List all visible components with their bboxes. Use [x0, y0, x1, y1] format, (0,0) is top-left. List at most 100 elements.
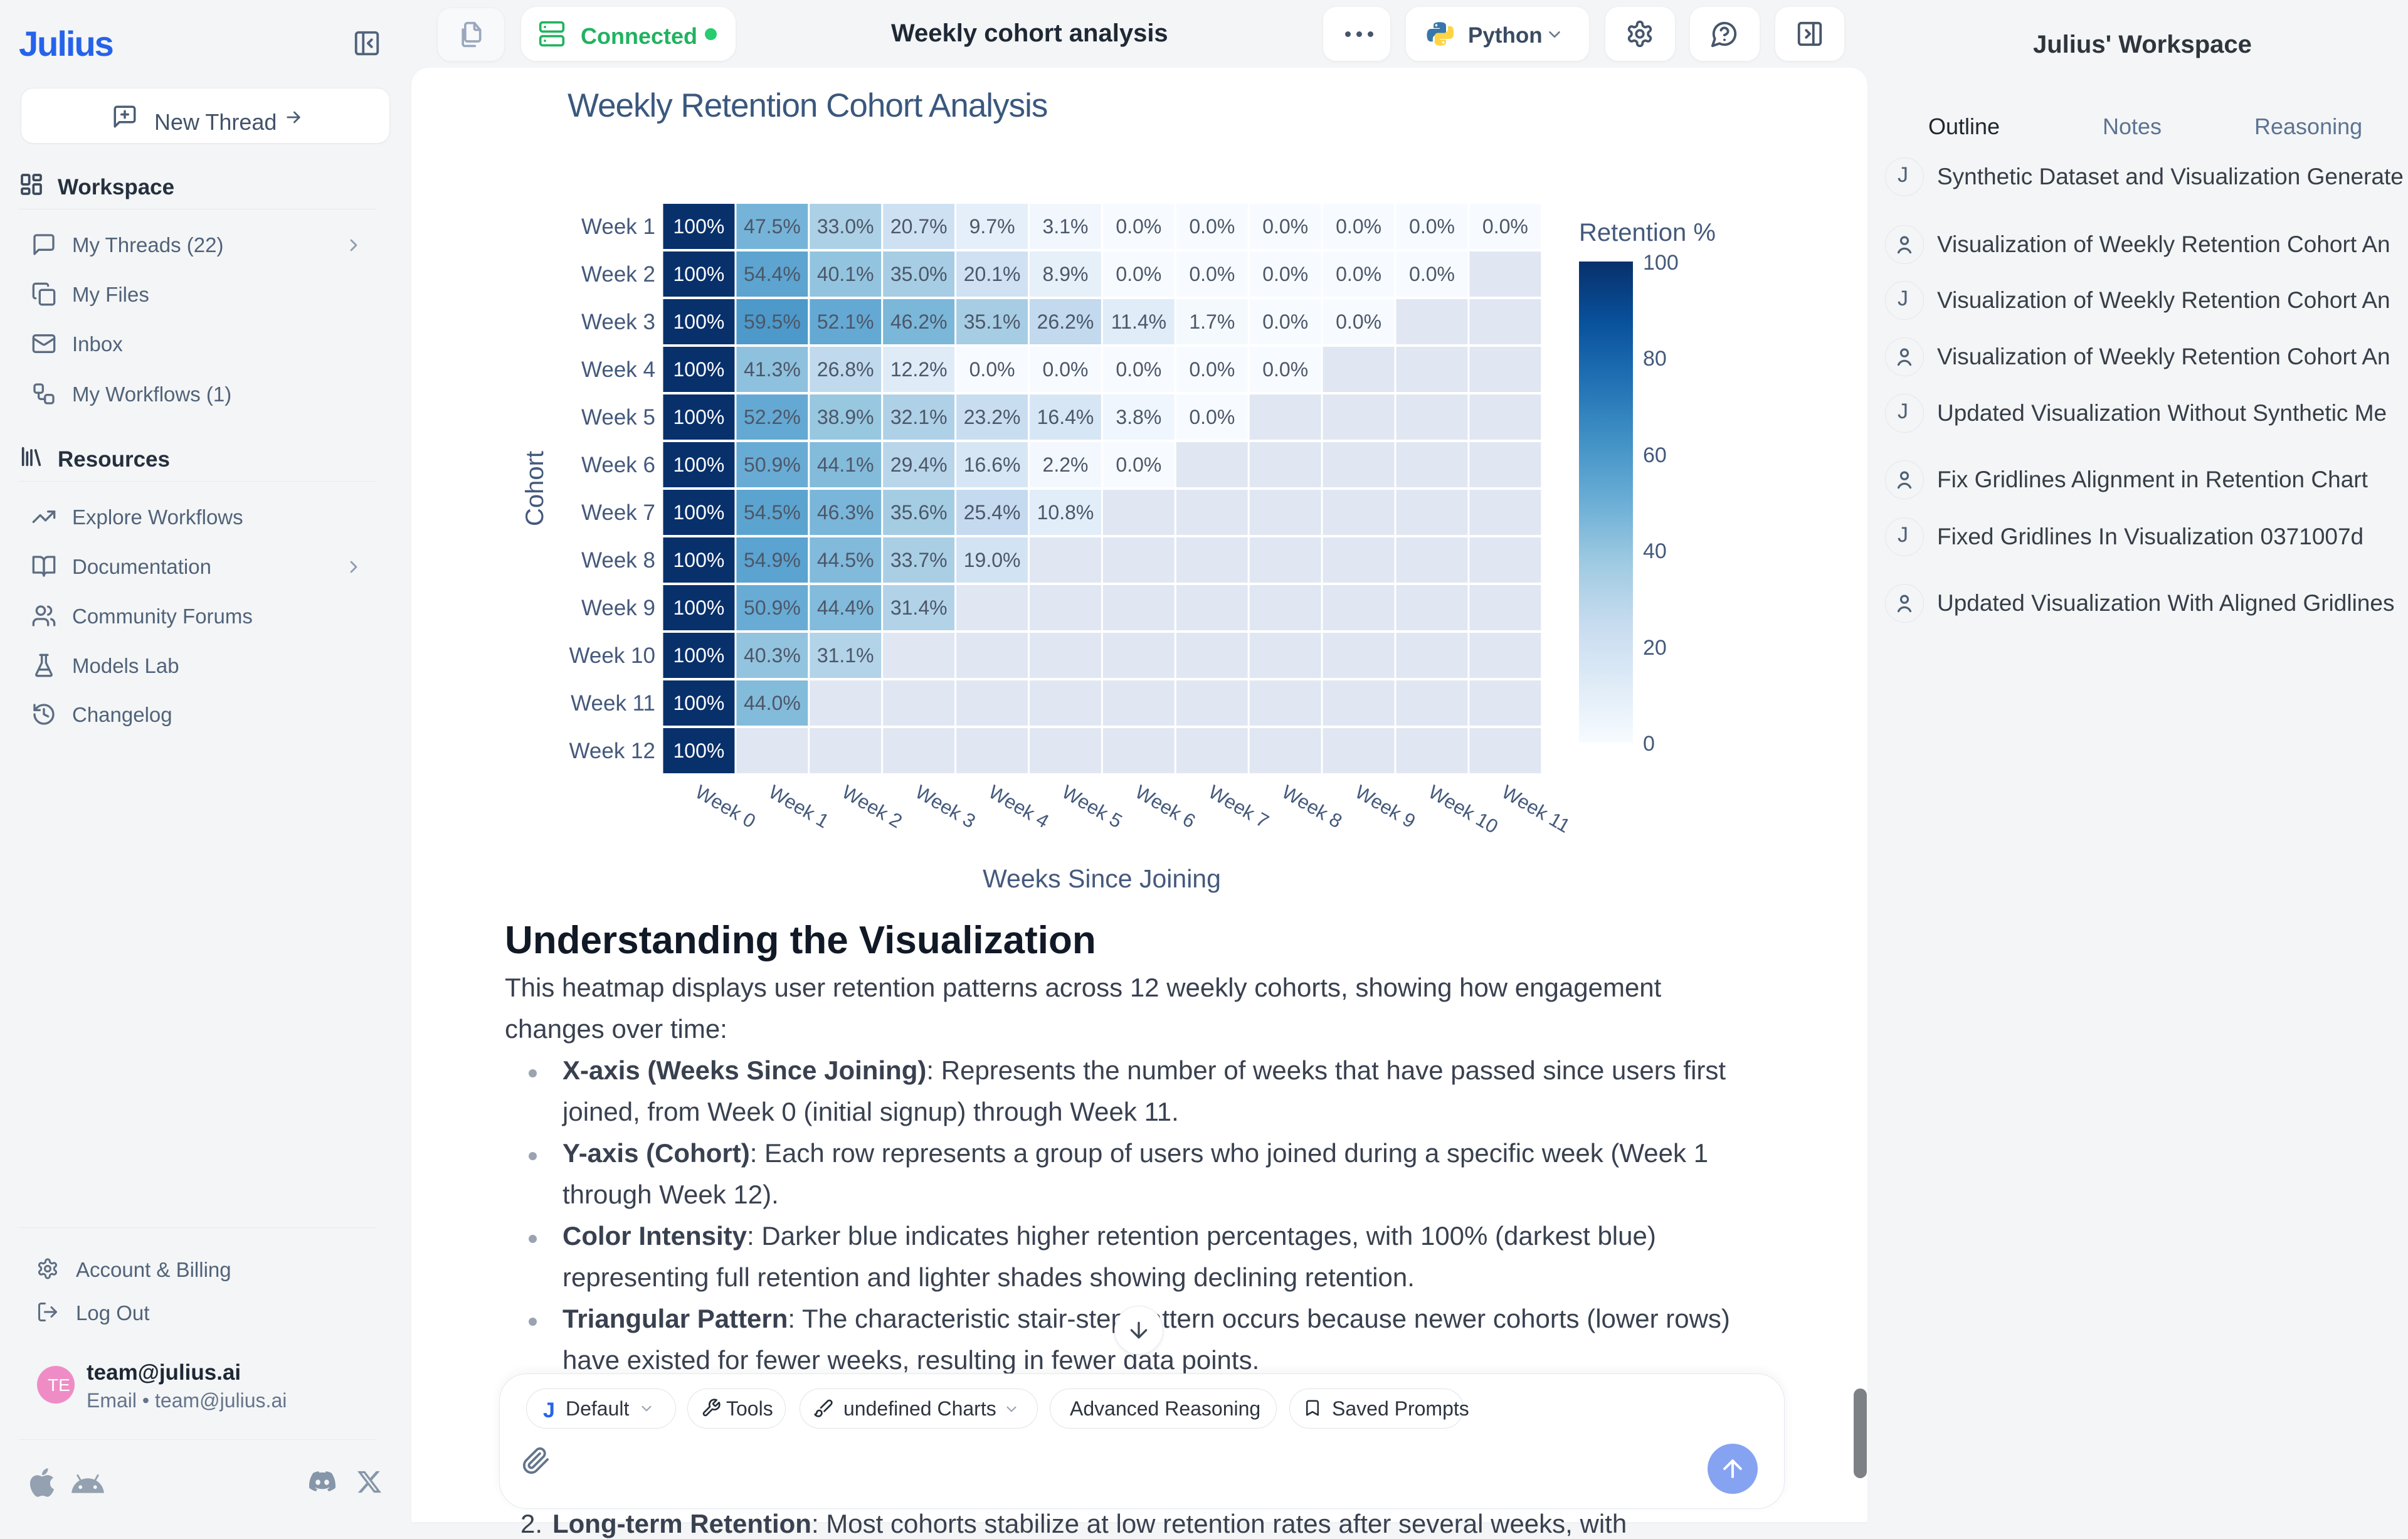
- svg-text:50.9%: 50.9%: [744, 596, 801, 619]
- svg-text:Week 5: Week 5: [581, 405, 655, 430]
- svg-text:Week 4: Week 4: [985, 781, 1053, 833]
- svg-text:100%: 100%: [673, 310, 724, 333]
- svg-text:0.0%: 0.0%: [1043, 358, 1089, 381]
- svg-text:35.1%: 35.1%: [964, 310, 1021, 333]
- svg-text:Week 7: Week 7: [581, 500, 655, 525]
- svg-text:29.4%: 29.4%: [890, 453, 948, 476]
- svg-text:54.5%: 54.5%: [744, 501, 801, 524]
- svg-text:0.0%: 0.0%: [1409, 215, 1455, 238]
- svg-text:2.2%: 2.2%: [1043, 453, 1089, 476]
- svg-text:0.0%: 0.0%: [1262, 358, 1308, 381]
- svg-text:100%: 100%: [673, 358, 724, 381]
- svg-text:0.0%: 0.0%: [1262, 263, 1308, 285]
- svg-text:31.1%: 31.1%: [817, 644, 874, 667]
- svg-text:47.5%: 47.5%: [744, 215, 801, 238]
- svg-text:100%: 100%: [673, 692, 724, 714]
- svg-text:100%: 100%: [673, 739, 724, 762]
- svg-text:44.4%: 44.4%: [817, 596, 874, 619]
- svg-text:Week 10: Week 10: [569, 643, 656, 668]
- svg-text:0.0%: 0.0%: [1189, 215, 1235, 238]
- svg-text:0.0%: 0.0%: [1336, 310, 1381, 333]
- svg-text:Weeks Since Joining: Weeks Since Joining: [983, 864, 1221, 893]
- svg-text:0.0%: 0.0%: [1116, 453, 1161, 476]
- svg-text:Week 0: Week 0: [692, 781, 759, 833]
- svg-text:20.1%: 20.1%: [964, 263, 1021, 285]
- svg-text:0.0%: 0.0%: [1262, 310, 1308, 333]
- svg-text:Week 4: Week 4: [581, 357, 655, 382]
- svg-text:Week 3: Week 3: [581, 310, 655, 334]
- svg-text:16.6%: 16.6%: [964, 453, 1021, 476]
- svg-text:12.2%: 12.2%: [890, 358, 948, 381]
- svg-text:0.0%: 0.0%: [1482, 215, 1528, 238]
- svg-text:26.8%: 26.8%: [817, 358, 874, 381]
- svg-text:Week 3: Week 3: [912, 781, 980, 833]
- svg-text:44.0%: 44.0%: [744, 692, 801, 714]
- svg-text:33.7%: 33.7%: [890, 549, 948, 571]
- svg-text:25.4%: 25.4%: [964, 501, 1021, 524]
- svg-text:100: 100: [1643, 251, 1679, 275]
- svg-text:59.5%: 59.5%: [744, 310, 801, 333]
- svg-text:44.1%: 44.1%: [817, 453, 874, 476]
- svg-text:0.0%: 0.0%: [1336, 215, 1381, 238]
- svg-text:100%: 100%: [673, 644, 724, 667]
- svg-text:Week 7: Week 7: [1205, 781, 1272, 833]
- svg-text:23.2%: 23.2%: [964, 406, 1021, 428]
- svg-text:1.7%: 1.7%: [1189, 310, 1235, 333]
- svg-text:100%: 100%: [673, 453, 724, 476]
- svg-text:0.0%: 0.0%: [1189, 263, 1235, 285]
- svg-text:Week 6: Week 6: [1131, 781, 1199, 833]
- svg-text:0.0%: 0.0%: [1262, 215, 1308, 238]
- svg-text:Week 11: Week 11: [571, 691, 655, 716]
- svg-text:Week 6: Week 6: [581, 453, 655, 477]
- svg-text:54.9%: 54.9%: [744, 549, 801, 571]
- svg-text:Week 1: Week 1: [581, 214, 655, 239]
- svg-text:46.3%: 46.3%: [817, 501, 874, 524]
- svg-text:0.0%: 0.0%: [1116, 358, 1161, 381]
- svg-text:46.2%: 46.2%: [890, 310, 948, 333]
- svg-text:Retention %: Retention %: [1579, 219, 1716, 246]
- svg-text:26.2%: 26.2%: [1037, 310, 1094, 333]
- svg-text:20.7%: 20.7%: [890, 215, 948, 238]
- svg-text:100%: 100%: [673, 501, 724, 524]
- svg-text:40: 40: [1643, 539, 1667, 563]
- svg-text:Week 11: Week 11: [1498, 781, 1574, 837]
- svg-text:100%: 100%: [673, 549, 724, 571]
- svg-text:100%: 100%: [673, 215, 724, 238]
- svg-text:52.2%: 52.2%: [744, 406, 801, 428]
- svg-text:0.0%: 0.0%: [1116, 263, 1161, 285]
- svg-text:Week 8: Week 8: [1278, 781, 1346, 833]
- svg-text:3.8%: 3.8%: [1116, 406, 1161, 428]
- svg-text:Week 8: Week 8: [581, 548, 655, 573]
- svg-text:3.1%: 3.1%: [1043, 215, 1089, 238]
- svg-text:44.5%: 44.5%: [817, 549, 874, 571]
- svg-text:32.1%: 32.1%: [890, 406, 948, 428]
- svg-text:31.4%: 31.4%: [890, 596, 948, 619]
- svg-text:50.9%: 50.9%: [744, 453, 801, 476]
- svg-text:0: 0: [1643, 732, 1655, 756]
- svg-text:16.4%: 16.4%: [1037, 406, 1094, 428]
- svg-text:Week 9: Week 9: [1351, 781, 1419, 833]
- svg-text:80: 80: [1643, 347, 1667, 371]
- svg-text:52.1%: 52.1%: [817, 310, 874, 333]
- svg-text:Week 9: Week 9: [581, 596, 655, 620]
- svg-text:8.9%: 8.9%: [1043, 263, 1089, 285]
- svg-text:0.0%: 0.0%: [1189, 358, 1235, 381]
- svg-text:20: 20: [1643, 636, 1667, 660]
- svg-text:35.0%: 35.0%: [890, 263, 948, 285]
- svg-text:Weekly Retention Cohort Analys: Weekly Retention Cohort Analysis: [568, 87, 1047, 124]
- svg-text:40.3%: 40.3%: [744, 644, 801, 667]
- svg-text:0.0%: 0.0%: [1336, 263, 1381, 285]
- svg-text:35.6%: 35.6%: [890, 501, 948, 524]
- svg-text:10.8%: 10.8%: [1037, 501, 1094, 524]
- svg-text:41.3%: 41.3%: [744, 358, 801, 381]
- svg-text:19.0%: 19.0%: [964, 549, 1021, 571]
- svg-text:38.9%: 38.9%: [817, 406, 874, 428]
- svg-text:54.4%: 54.4%: [744, 263, 801, 285]
- svg-text:0.0%: 0.0%: [1409, 263, 1455, 285]
- svg-text:9.7%: 9.7%: [969, 215, 1015, 238]
- svg-text:Week 10: Week 10: [1425, 781, 1502, 838]
- svg-text:Week 12: Week 12: [569, 739, 656, 763]
- svg-text:Week 2: Week 2: [581, 262, 655, 287]
- svg-text:40.1%: 40.1%: [817, 263, 874, 285]
- svg-text:Cohort: Cohort: [521, 451, 549, 526]
